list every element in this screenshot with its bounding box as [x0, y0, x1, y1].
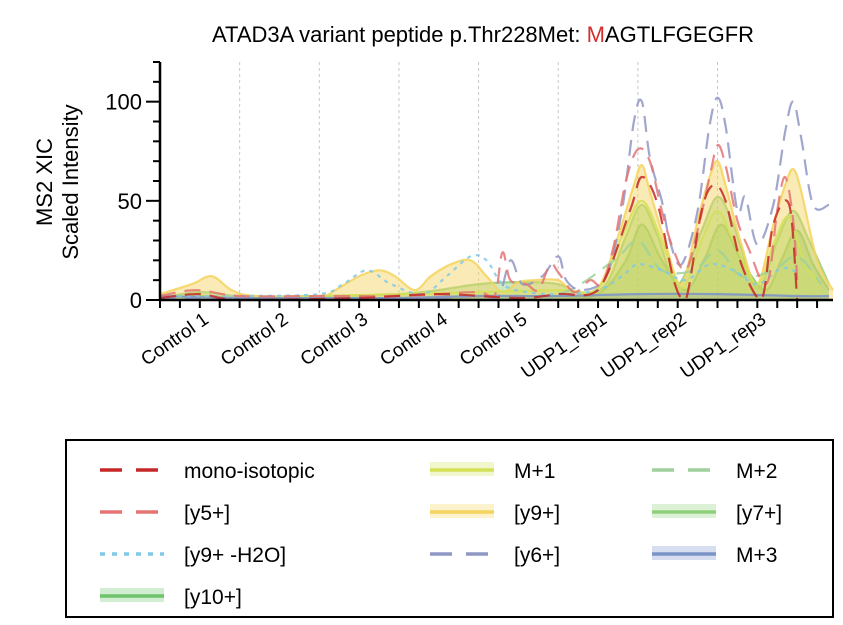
y-axis-label-line1: MS2 XIC: [32, 138, 57, 226]
x-category-label: Control 4: [376, 309, 452, 371]
legend-entry: mono-isotopic: [100, 460, 315, 483]
series-line: [159, 254, 798, 298]
series-line: [159, 96, 830, 300]
series-m-2: [159, 239, 822, 300]
legend-label: [y5+]: [184, 502, 230, 525]
chart-title-prefix: ATAD3A variant peptide p.Thr228Met:: [212, 22, 587, 47]
chart-title-highlight: M: [587, 22, 605, 47]
legend-label: M+2: [736, 460, 777, 483]
x-category-label: UDP1_rep1: [518, 309, 611, 383]
plot-area: [159, 62, 834, 302]
legend-entry: M+3: [652, 544, 777, 567]
legend-entry: M+1: [430, 460, 555, 483]
x-category-label: Control 5: [456, 309, 531, 370]
legend-label: [y7+]: [736, 502, 782, 525]
legend-entry: [y5+]: [100, 502, 230, 525]
series-line: [159, 199, 822, 300]
series-area: [160, 200, 822, 300]
legend-entry: [y7+]: [652, 502, 782, 525]
legend-label: [y10+]: [184, 586, 242, 609]
x-category-label: Control 2: [217, 309, 292, 370]
series-m-1: [159, 199, 822, 300]
series--y5-: [159, 143, 799, 299]
legend-entry: [y10+]: [100, 586, 242, 609]
legend-entry: [y9+ -H2O]: [100, 544, 286, 567]
y-tick-label: 100: [105, 90, 142, 115]
series-area: [160, 224, 829, 300]
series--y9-h2o-: [159, 254, 798, 298]
x-category-label: UDP1_rep2: [597, 309, 690, 383]
y-tick-label: 0: [130, 288, 142, 313]
series-line: [159, 292, 830, 300]
legend-entry: M+2: [652, 460, 777, 483]
series--y6-: [159, 96, 830, 300]
legend-label: mono-isotopic: [184, 460, 315, 483]
y-tick-label: 50: [118, 189, 142, 214]
legend-label: M+3: [736, 544, 777, 567]
legend-entry: [y6+]: [430, 544, 560, 567]
series-line: [159, 143, 799, 299]
legend-label: [y6+]: [514, 544, 560, 567]
legend-entry: [y9+]: [430, 502, 560, 525]
series-line: [159, 239, 822, 300]
y-axis-label-line2: Scaled Intensity: [58, 104, 83, 259]
x-category-label: Control 1: [137, 309, 212, 370]
x-category-label: UDP1_rep3: [677, 309, 770, 383]
series-area: [160, 161, 833, 300]
legend-label: [y9+]: [514, 502, 560, 525]
legend-box: [65, 439, 834, 618]
legend: mono-isotopic M+1 M+2 [y5+] [y9+] [y7+] [y9+ -…: [100, 460, 782, 609]
x-category-label: Control 3: [297, 309, 372, 370]
chart-title-suffix: AGTLFGEGFR: [605, 22, 754, 47]
legend-label: [y9+ -H2O]: [184, 544, 286, 567]
legend-label: M+1: [514, 460, 555, 483]
series-area: [160, 196, 829, 300]
chart-title: ATAD3A variant peptide p.Thr228Met: MAGT…: [212, 22, 754, 47]
